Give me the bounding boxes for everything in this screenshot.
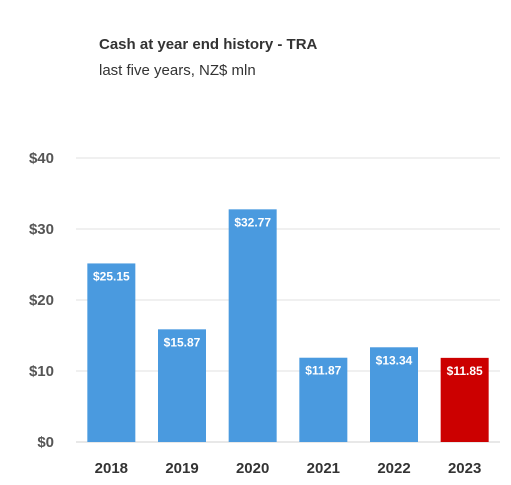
chart-title: Cash at year end history - TRA [99, 36, 318, 53]
x-tick-label-2022: 2022 [377, 460, 410, 477]
gridlines [76, 157, 500, 443]
x-tick-label-2018: 2018 [95, 460, 128, 477]
data-label-2019: $15.87 [164, 335, 201, 349]
data-label-2018: $25.15 [93, 269, 130, 283]
y-tick-label: $40 [29, 150, 54, 167]
y-tick-label: $30 [29, 221, 54, 238]
y-tick-label: $20 [29, 292, 54, 309]
x-tick-label-2020: 2020 [236, 460, 269, 477]
y-tick-label: $10 [29, 363, 54, 380]
x-tick-label-2023: 2023 [448, 460, 481, 477]
chart-subtitle: last five years, NZ$ mln [99, 62, 256, 79]
bars: $25.15 $15.87 $32.77 $11.87 $13.34 $11.85 [87, 209, 489, 442]
bar-2021 [299, 357, 348, 442]
data-label-2020: $32.77 [234, 215, 271, 229]
x-tick-label-2021: 2021 [307, 460, 340, 477]
bar-2019 [158, 329, 206, 442]
bar-2022 [370, 347, 418, 442]
x-tick-label-2019: 2019 [165, 460, 198, 477]
bar-2018 [87, 263, 136, 442]
data-label-2021: $11.87 [305, 364, 341, 378]
data-label-2023: $11.85 [447, 364, 483, 378]
y-tick-label: $0 [37, 434, 54, 451]
data-label-2022: $13.34 [376, 353, 413, 367]
bar-2020 [228, 209, 277, 442]
y-axis: $0 $10 $20 $30 $40 [29, 150, 54, 451]
bar-2023 [440, 357, 489, 442]
x-axis: 2018 2019 2020 2021 2022 2023 [95, 460, 482, 477]
